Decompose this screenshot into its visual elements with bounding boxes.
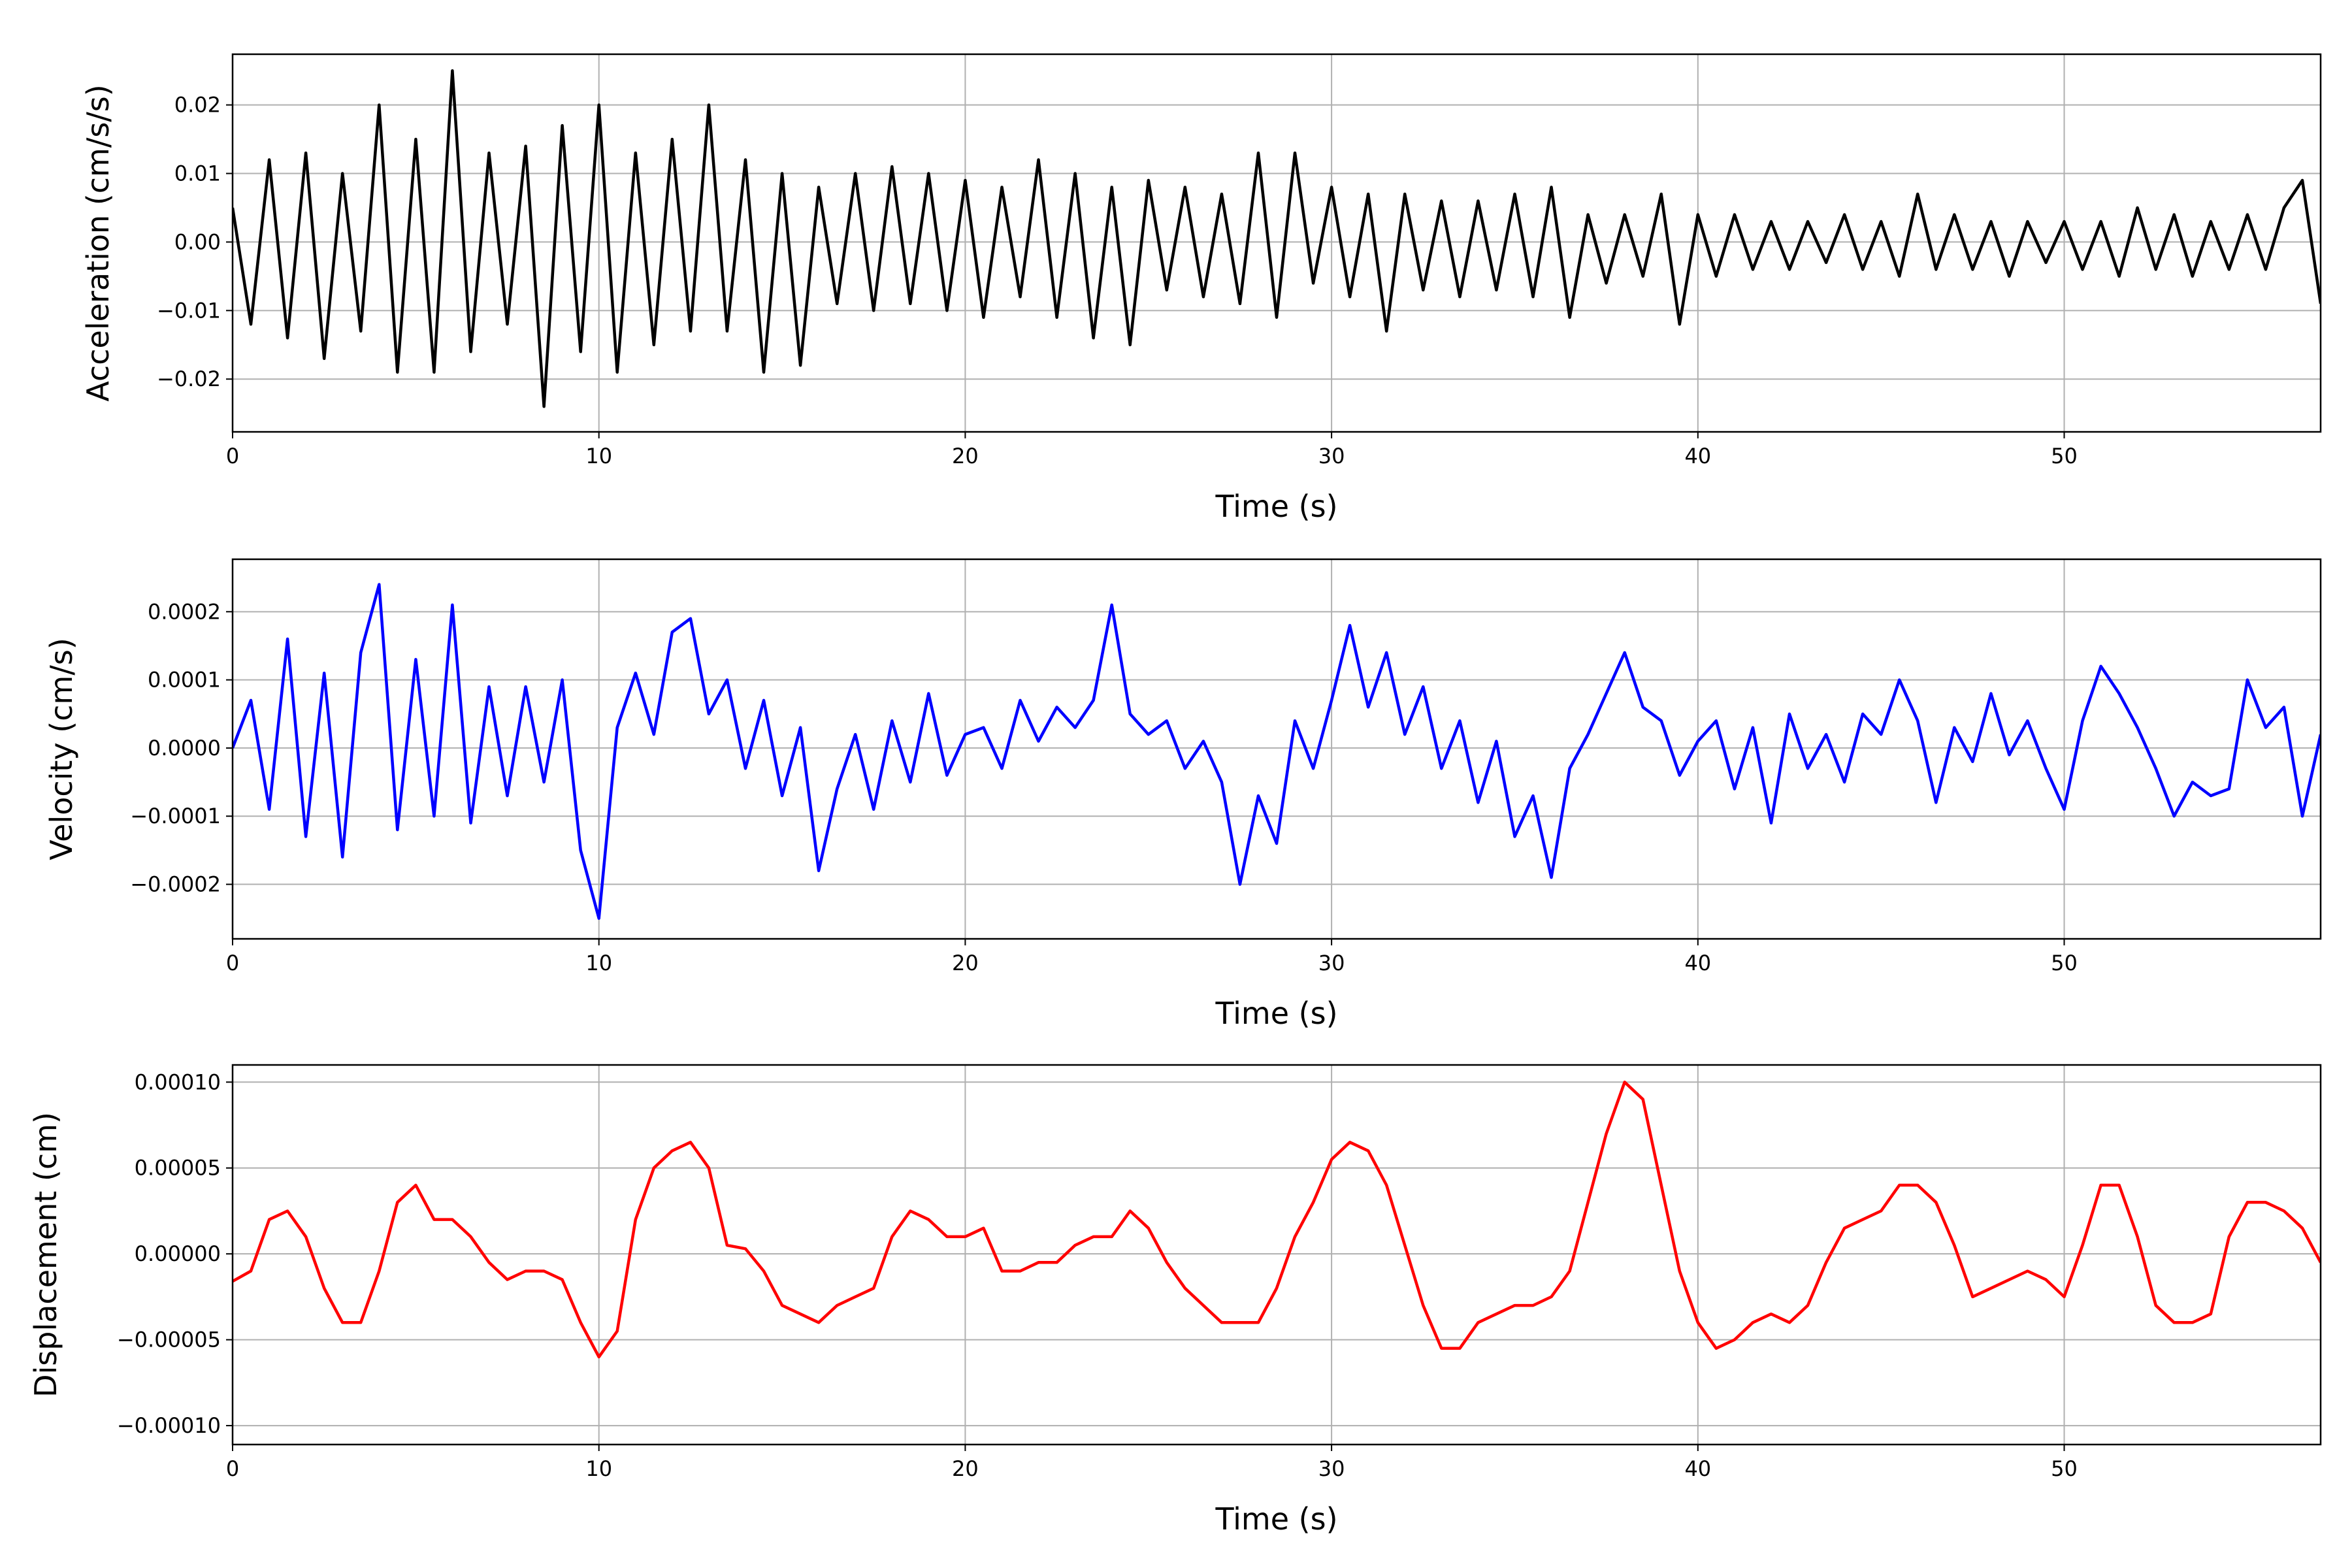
x-tick-label: 50 [2051,1456,2078,1481]
y-tick-label: 0.0001 [148,668,221,693]
y-tick-label: 0.02 [174,93,221,118]
y-tick-label: −0.00005 [117,1328,221,1352]
data-line [233,1081,2321,1359]
axes-frame [231,1064,2322,1446]
panel: 0 10 20 30 40 50 −0.02 −0.01 0.00 0.01 0.02 Time (s… [80,53,2322,524]
x-tick-label: 30 [1318,951,1345,975]
y-axis-label: Velocity (cm/s) [44,638,79,860]
y-tick-label: −0.0001 [130,804,221,828]
y-tick-label: −0.00010 [117,1413,221,1438]
x-tick-label: 10 [585,1456,612,1481]
axes-frame [231,558,2322,940]
data-line [233,69,2321,408]
axes-frame [231,53,2322,433]
plot-area [233,69,2321,408]
y-tick-label: 0.00000 [135,1241,221,1266]
x-tick-label: 50 [2051,951,2078,975]
plot-area [233,583,2321,920]
x-tick-label: 10 [585,951,612,975]
y-tick-label: −0.0002 [130,872,221,897]
y-tick-label: −0.01 [157,298,221,323]
y-tick-label: 0.0002 [148,599,221,624]
x-tick-label: 40 [1684,951,1711,975]
x-axis-label: Time (s) [1215,996,1337,1031]
data-line [233,583,2321,920]
y-tick-label: 0.00 [174,229,221,254]
x-tick-label: 40 [1684,444,1711,468]
x-tick-label: 0 [226,951,239,975]
x-tick-label: 20 [952,444,979,468]
y-tick-label: −0.02 [157,367,221,391]
x-tick-label: 40 [1684,1456,1711,1481]
x-tick-label: 50 [2051,444,2078,468]
x-tick-label: 0 [226,1456,239,1481]
plot-area [233,1081,2321,1359]
x-tick-label: 20 [952,1456,979,1481]
panel: 0 10 20 30 40 50 −0.00010 −0.00005 0.00000 0.0000… [28,1064,2322,1537]
y-axis-label: Displacement (cm) [28,1112,63,1397]
y-axis-label: Acceleration (cm/s/s) [80,84,116,401]
y-tick-label: 0.00005 [135,1156,221,1181]
x-tick-label: 30 [1318,1456,1345,1481]
y-tick-label: 0.00010 [135,1070,221,1094]
y-tick-label: 0.01 [174,161,221,186]
panel: 0 10 20 30 40 50 −0.0002 −0.0001 0.0000 0.0001 0.0… [44,558,2322,1031]
x-tick-label: 10 [585,444,612,468]
y-tick-label: 0.0000 [148,736,221,760]
x-tick-label: 20 [952,951,979,975]
x-axis-label: Time (s) [1215,489,1337,524]
x-tick-label: 0 [226,444,239,468]
x-tick-label: 30 [1318,444,1345,468]
x-axis-label: Time (s) [1215,1501,1337,1537]
